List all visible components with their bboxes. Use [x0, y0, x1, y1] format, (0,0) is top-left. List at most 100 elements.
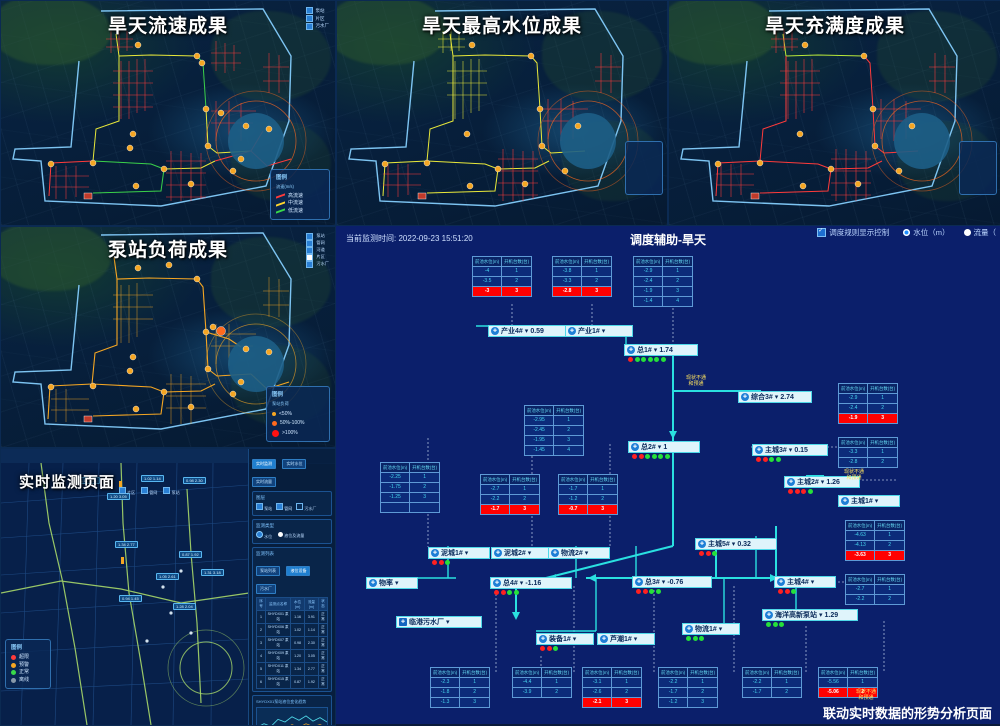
topology-node-n_wl1[interactable]: ✚ 物流1# ▾: [682, 623, 740, 635]
radio-icon[interactable]: [278, 532, 284, 537]
layer-checkbox[interactable]: [119, 487, 126, 494]
view-tabs[interactable]: 实时监测 实时水位 实时流量: [249, 449, 335, 488]
display-controls[interactable]: 调度规则显示控制 水位（m） 流量（: [817, 227, 996, 238]
dropdown-caret-icon[interactable]: ▾: [584, 550, 589, 557]
topology-node-n_hy[interactable]: ✚ 海洋高新泵站 ▾ 1.29: [762, 609, 858, 621]
topology-node-n_zc4[interactable]: ✚ 主城4# ▾: [774, 576, 836, 588]
topology-node-n_zc2[interactable]: ✚ 主城2# ▾ 1.26: [784, 476, 860, 488]
topology-node-n_z3[interactable]: ✚ 总3# ▾ -0.76: [632, 576, 712, 588]
layer-checkbox[interactable]: [306, 240, 314, 247]
layer-checkbox[interactable]: [163, 487, 171, 494]
dropdown-caret-icon[interactable]: ▾: [774, 394, 779, 401]
table-row[interactable]: 4 SHYDX09 泵站 1.20 3.05 正常: [255, 649, 329, 663]
dropdown-caret-icon[interactable]: ▾: [572, 636, 577, 643]
rule-table-cell: -2.7: [844, 584, 876, 595]
panel-pump-load[interactable]: 泵站负荷成果 泵站 管网 河道 片区 污水厂 图例 泵站负荷 <50% 50%-…: [0, 226, 336, 448]
layer-checkbox[interactable]: [306, 254, 314, 261]
radio-icon[interactable]: [256, 531, 263, 538]
tab-realtime-level[interactable]: 实时水位: [282, 459, 307, 469]
topology-node-n_z1[interactable]: ✚ 总1# ▾ 1.74: [624, 344, 698, 356]
topology-node-n_nc1[interactable]: ✚ 泥城1# ▾: [428, 547, 490, 559]
layer-checkbox[interactable]: [276, 503, 284, 510]
dropdown-caret-icon[interactable]: ▾: [788, 447, 793, 454]
layer-checkbox[interactable]: [306, 247, 314, 254]
monitoring-map[interactable]: 1.16 3.91 1.02 1.14 0.98 2.30 1.20 3.05 …: [1, 463, 249, 725]
scheduling-panel[interactable]: 当前监测时间: 2022-09-23 15:51:20 调度辅助-旱天 调度规则…: [336, 226, 1000, 724]
tab-realtime-flow[interactable]: 实时流量: [252, 477, 276, 487]
topology-node-n_z2[interactable]: ✚ 总2# ▾ 1: [628, 441, 700, 453]
topology-node-n_wl[interactable]: ✚ 物率 ▾: [366, 577, 418, 589]
tab-realtime-monitor[interactable]: 实时监测: [252, 459, 276, 469]
layer-toggles[interactable]: 泵站 管网 河道 片区 污水厂: [306, 233, 329, 268]
layer-toggles[interactable]: 泵站 片区 污水厂: [305, 7, 329, 30]
table-row[interactable]: 5 SHYDX11 泵站 1.34 2.77 正常: [255, 662, 329, 676]
dropdown-caret-icon[interactable]: ▾: [601, 328, 606, 335]
panel-realtime-monitoring[interactable]: 1.16 3.91 1.02 1.14 0.98 2.30 1.20 3.05 …: [0, 448, 336, 726]
table-row[interactable]: 6 SHYDX15 泵站 0.87 1.92 正常: [255, 675, 329, 689]
type-option[interactable]: 水位: [256, 531, 272, 540]
layer-checkbox[interactable]: [305, 14, 313, 22]
layer-checkbox[interactable]: [296, 503, 304, 510]
dropdown-caret-icon[interactable]: ▾: [718, 626, 723, 633]
layer-checkbox[interactable]: [305, 22, 313, 30]
dropdown-caret-icon[interactable]: ▾: [519, 580, 524, 587]
topology-node-n_nc2[interactable]: ✚ 泥城2# ▾: [491, 547, 553, 559]
dropdown-caret-icon[interactable]: ▾: [527, 550, 532, 557]
dropdown-caret-icon[interactable]: ▾: [820, 479, 825, 486]
map-layer-toggles[interactable]: 片区 管网 泵站: [119, 487, 180, 496]
dropdown-caret-icon[interactable]: ▾: [633, 636, 638, 643]
topology-node-n_cy4[interactable]: ✚ 产业4# ▾ 0.59: [488, 325, 566, 337]
dropdown-caret-icon[interactable]: ▾: [657, 444, 662, 451]
topology-node-n_zc3[interactable]: ✚ 主城3# ▾ 0.15: [752, 444, 828, 456]
radio-icon[interactable]: [903, 229, 911, 236]
dropdown-caret-icon[interactable]: ▾: [731, 541, 736, 548]
monitoring-sidebar[interactable]: 实时监测 实时水位 实时流量 图层 泵站 管网 污水厂 监测类型 水位 液位及流…: [248, 449, 335, 725]
dropdown-caret-icon[interactable]: ▾: [874, 498, 879, 505]
table-row[interactable]: 3 SHYDX07 泵站 0.98 2.30 正常: [255, 636, 329, 650]
dropdown-caret-icon[interactable]: ▾: [661, 579, 666, 586]
table-row[interactable]: 2 SHYDX06 泵站 1.02 1.14 正常: [255, 623, 329, 637]
topology-node-n_zh3[interactable]: ✚ 综合3# ▾ 2.74: [738, 391, 812, 403]
topology-node-n_zc1[interactable]: ✚ 主城1# ▾: [838, 495, 900, 507]
topology-node-n_lc1[interactable]: ✚ 芦潮1# ▾: [597, 633, 655, 645]
topology-node-n_z4[interactable]: ✚ 总4# ▾ -1.16: [490, 577, 572, 589]
panel-dry-fullness[interactable]: 旱天充满度成果: [668, 0, 1000, 226]
layer-checkbox[interactable]: [306, 261, 314, 268]
rule-table-cell: 3: [509, 504, 541, 515]
node-label: 物流2#: [561, 550, 583, 557]
layer-option[interactable]: 管网: [276, 503, 292, 512]
layer-option[interactable]: 泵站: [256, 503, 272, 512]
filter-level-device[interactable]: 液位设备: [286, 566, 311, 576]
checkbox-icon[interactable]: [817, 227, 827, 237]
radio-flow[interactable]: 流量（: [963, 227, 996, 238]
dropdown-caret-icon[interactable]: ▾: [810, 579, 815, 586]
type-option[interactable]: 液位及流量: [278, 532, 304, 539]
topology-node-n_zb1[interactable]: ✚ 装备1# ▾: [536, 633, 594, 645]
layer-checkbox[interactable]: [141, 487, 149, 494]
layer-checkbox[interactable]: [256, 503, 263, 510]
rule-table-cell: -5.06: [817, 687, 849, 698]
table-row[interactable]: 1 SHYDX01 泵站 1.16 3.91 正常: [255, 610, 329, 624]
radio-water-level[interactable]: 水位（m）: [903, 227, 950, 238]
filter-wwtp[interactable]: 污水厂: [256, 584, 276, 594]
rule-display-toggle[interactable]: 调度规则显示控制: [817, 227, 889, 238]
dropdown-caret-icon[interactable]: ▾: [524, 328, 529, 335]
led-red: [762, 457, 768, 462]
topology-node-n_wl2[interactable]: ✚ 物流2# ▾: [548, 547, 610, 559]
topology-node-n_zc5[interactable]: ✚ 主城5# ▾ 0.32: [695, 538, 777, 550]
filter-pump-list[interactable]: 泵站列表: [256, 566, 280, 576]
layer-checkbox[interactable]: [305, 7, 313, 15]
dropdown-caret-icon[interactable]: ▾: [395, 580, 399, 587]
layer-option[interactable]: 污水厂: [296, 503, 316, 512]
dropdown-caret-icon[interactable]: ▾: [446, 619, 450, 626]
dropdown-caret-icon[interactable]: ▾: [653, 347, 658, 354]
panel-dry-velocity[interactable]: 旱天流速成果 泵站 片区 污水厂 图例 流速(m/s) 高流速 中流速 低流速: [0, 0, 336, 226]
topology-node-n_cy1[interactable]: ✚ 产业1# ▾: [565, 325, 633, 337]
topology-node-n_plant[interactable]: ✚ 临港污水厂 ▾: [396, 616, 482, 628]
panel-dry-max-level[interactable]: 旱天最高水位成果: [336, 0, 668, 226]
list-filter-buttons[interactable]: 泵站列表 液位设备 污水厂: [256, 559, 328, 595]
dropdown-caret-icon[interactable]: ▾: [819, 612, 823, 619]
radio-icon[interactable]: [963, 229, 971, 236]
dropdown-caret-icon[interactable]: ▾: [464, 550, 469, 557]
layer-checkbox[interactable]: [306, 233, 314, 240]
